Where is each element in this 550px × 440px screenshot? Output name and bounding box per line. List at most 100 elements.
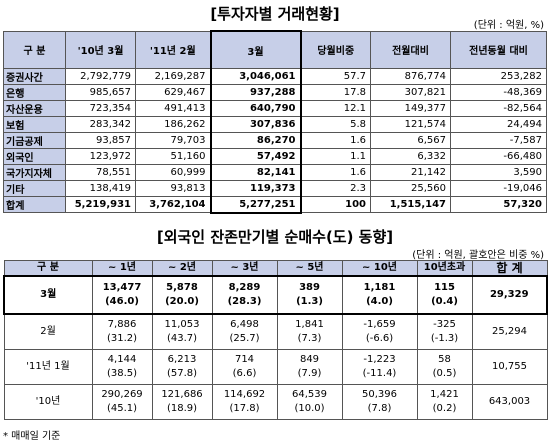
cell: 6,213 (57.8) <box>151 349 213 385</box>
header-cell: 전년동월 대비 <box>450 30 547 69</box>
share: (18.9) <box>166 403 198 414</box>
row-label: '11년 1월 <box>3 349 93 385</box>
share: (46.0) <box>105 296 139 307</box>
amount: 121,686 <box>161 389 203 400</box>
cell: 491,413 <box>135 100 211 117</box>
cell: 149,377 <box>370 100 451 117</box>
share: (0.5) <box>432 368 457 379</box>
cell: 115 (0.4) <box>416 275 473 315</box>
cell: 1,841 (7.3) <box>276 313 343 350</box>
cell: 86,270 <box>209 132 302 149</box>
share: (0.2) <box>432 403 457 414</box>
share: (7.3) <box>297 333 322 344</box>
row-label: 외국인 <box>3 148 66 165</box>
cell: 123,972 <box>65 148 136 165</box>
header-cell: 당월비중 <box>300 30 371 69</box>
cell: 11,053 (43.7) <box>151 313 213 350</box>
cell: 6,498 (25.7) <box>211 313 278 350</box>
cell: 119,373 <box>209 180 302 197</box>
cell: 51,160 <box>135 148 211 165</box>
cell: 3,590 <box>450 164 547 181</box>
amount: 7,886 <box>107 319 137 330</box>
share: (43.7) <box>166 333 198 344</box>
amount: 6,213 <box>167 354 197 365</box>
cell: 57.7 <box>300 68 371 85</box>
cell: 60,999 <box>135 164 211 181</box>
cell: 629,467 <box>135 84 211 101</box>
header-row: 구 분 '10년 3월 '11년 2월 3월 당월비중 전월대비 전년동월 대비 <box>3 30 547 69</box>
amount: 1,421 <box>430 389 459 400</box>
cell: 186,262 <box>135 116 211 133</box>
row-label: 증권사간 <box>3 68 66 85</box>
data-row: 기금공제 93,857 79,703 86,270 1.6 6,567 -7,587 <box>3 132 547 149</box>
amount: 11,053 <box>164 319 200 330</box>
cell: 283,342 <box>65 116 136 133</box>
share: (-1.3) <box>430 333 459 344</box>
data-row: '11년 1월 4,144 (38.5) 6,213 (57.8) 714 (6.6) 849… <box>3 349 548 385</box>
header-cell: '11년 2월 <box>135 30 211 69</box>
cell: 389 (1.3) <box>276 275 343 315</box>
cell: 6,332 <box>370 148 451 165</box>
cell: -1,223 (-11.4) <box>341 349 418 385</box>
amount: -1,223 <box>363 354 396 365</box>
data-row: 보험 283,342 186,262 307,836 5.8 121,574 24,494 <box>3 116 547 133</box>
amount: 114,692 <box>223 389 266 400</box>
amount: 1,181 <box>363 282 396 293</box>
cell: 100 <box>300 196 371 213</box>
header-cell: ~ 2년 <box>151 260 213 277</box>
amount: 849 <box>299 354 320 365</box>
share: (4.0) <box>366 296 393 307</box>
amount: 6,498 <box>230 319 259 330</box>
cell: 640,790 <box>209 100 302 117</box>
amount: 50,396 <box>362 389 397 400</box>
header-cell: ~ 3년 <box>211 260 278 277</box>
header-cell: 3월 <box>209 30 302 69</box>
cell: 307,836 <box>209 116 302 133</box>
row-label: 기타 <box>3 180 66 197</box>
cell: 5,219,931 <box>65 196 136 213</box>
cell: 4,144 (38.5) <box>91 349 153 385</box>
cell: -82,564 <box>450 100 547 117</box>
cell: 93,813 <box>135 180 211 197</box>
cell: 121,686 (18.9) <box>151 384 213 420</box>
row-label: 보험 <box>3 116 66 133</box>
data-row: 기타 138,419 93,813 119,373 2.3 25,560 -19,046 <box>3 180 547 197</box>
cell: 5,277,251 <box>209 196 302 214</box>
row-label: 합계 <box>3 196 66 213</box>
cell: 1.1 <box>300 148 371 165</box>
cell: 3,762,104 <box>135 196 211 213</box>
total: 10,755 <box>471 349 548 385</box>
share: (38.5) <box>106 368 138 379</box>
total: 29,329 <box>471 275 548 315</box>
cell: 253,282 <box>450 68 547 85</box>
cell: 1.6 <box>300 164 371 181</box>
cell: 6,567 <box>370 132 451 149</box>
cell: 64,539 (10.0) <box>276 384 343 420</box>
cell: 8,289 (28.3) <box>211 275 278 315</box>
share: (57.8) <box>166 368 198 379</box>
amount: 290,269 <box>101 389 143 400</box>
share: (-11.4) <box>362 368 397 379</box>
amount: -325 <box>433 319 456 330</box>
cell: 1.6 <box>300 132 371 149</box>
share: (45.1) <box>106 403 138 414</box>
data-row: 3월 13,477 (46.0) 5,878 (20.0) 8,289 (28.3) 389 (… <box>3 275 548 315</box>
data-row: 은행 985,657 629,467 937,288 17.8 307,821 -48,36… <box>3 84 547 101</box>
data-row: 국가지자체 78,551 60,999 82,141 1.6 21,142 3,590 <box>3 164 547 181</box>
amount: 4,144 <box>107 354 137 365</box>
header-cell: 구 분 <box>3 30 66 69</box>
cell: 57,320 <box>450 196 547 213</box>
data-row: '10년 290,269 (45.1) 121,686 (18.9) 114,692 (17… <box>3 384 548 420</box>
data-row: 자산운용 723,354 491,413 640,790 12.1 149,377 -82,… <box>3 100 547 117</box>
total: 25,294 <box>471 313 548 350</box>
share: (25.7) <box>229 333 260 344</box>
share: (17.8) <box>229 403 260 414</box>
cell: 2,792,779 <box>65 68 136 85</box>
cell: 5,878 (20.0) <box>151 275 213 315</box>
cell: 93,857 <box>65 132 136 149</box>
cell: 17.8 <box>300 84 371 101</box>
row-label: 기금공제 <box>3 132 66 149</box>
cell: 1,181 (4.0) <box>341 275 418 315</box>
